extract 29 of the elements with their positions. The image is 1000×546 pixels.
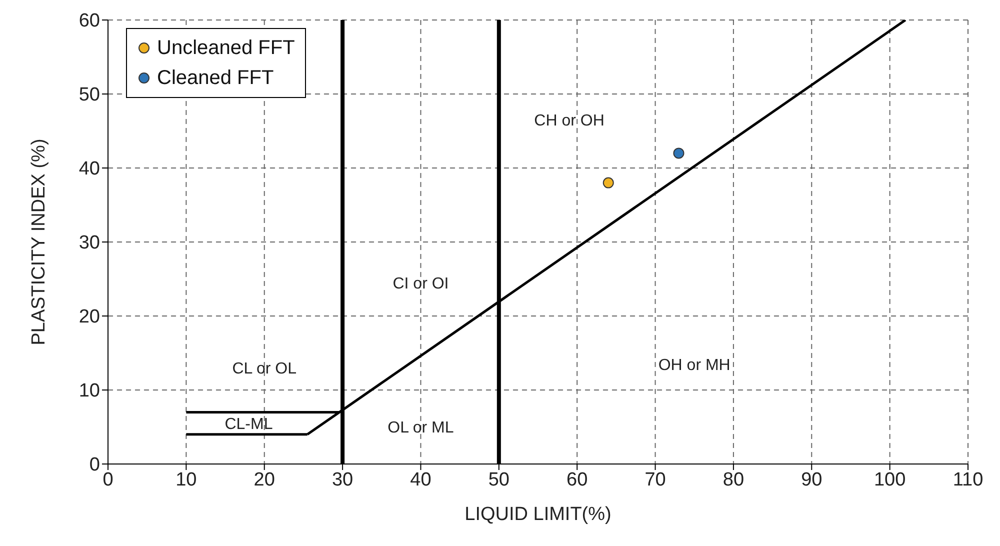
y-tick-label: 10 [78, 380, 100, 402]
x-tick-label: 20 [254, 469, 275, 490]
x-tick-label: 90 [801, 469, 822, 490]
annotation: OL or ML [388, 420, 454, 437]
x-tick-label: 70 [644, 469, 666, 490]
annotation: OH or MH [658, 356, 730, 374]
y-axis-title: PLASTICITY INDEX (%) [28, 138, 50, 346]
x-tick-label: 60 [566, 469, 588, 490]
y-tick-label: 0 [89, 454, 100, 476]
x-tick-label: 50 [488, 469, 510, 490]
x-tick-label: 10 [176, 469, 197, 490]
x-tick-label: 30 [332, 469, 354, 490]
legend-label: Uncleaned FFT [157, 36, 295, 61]
y-tick-label: 20 [78, 306, 100, 328]
legend-label: Cleaned FFT [157, 66, 274, 91]
y-tick-label: 40 [78, 158, 100, 180]
annotation: CL or OL [232, 360, 297, 378]
x-tick-label: 0 [102, 469, 114, 490]
annotation: CL-ML [224, 416, 273, 433]
annotation: CH or OH [534, 112, 604, 130]
y-tick-label: 50 [78, 84, 100, 106]
y-tick-label: 30 [78, 232, 100, 254]
x-tick-label: 110 [952, 469, 984, 490]
x-axis-title: LIQUID LIMIT(%) [464, 504, 612, 525]
annotation: CI or OI [392, 275, 449, 292]
y-tick-label: 60 [78, 10, 100, 32]
x-tick-label: 80 [722, 469, 744, 490]
x-tick-label: 100 [874, 469, 906, 490]
x-tick-label: 40 [410, 469, 432, 490]
